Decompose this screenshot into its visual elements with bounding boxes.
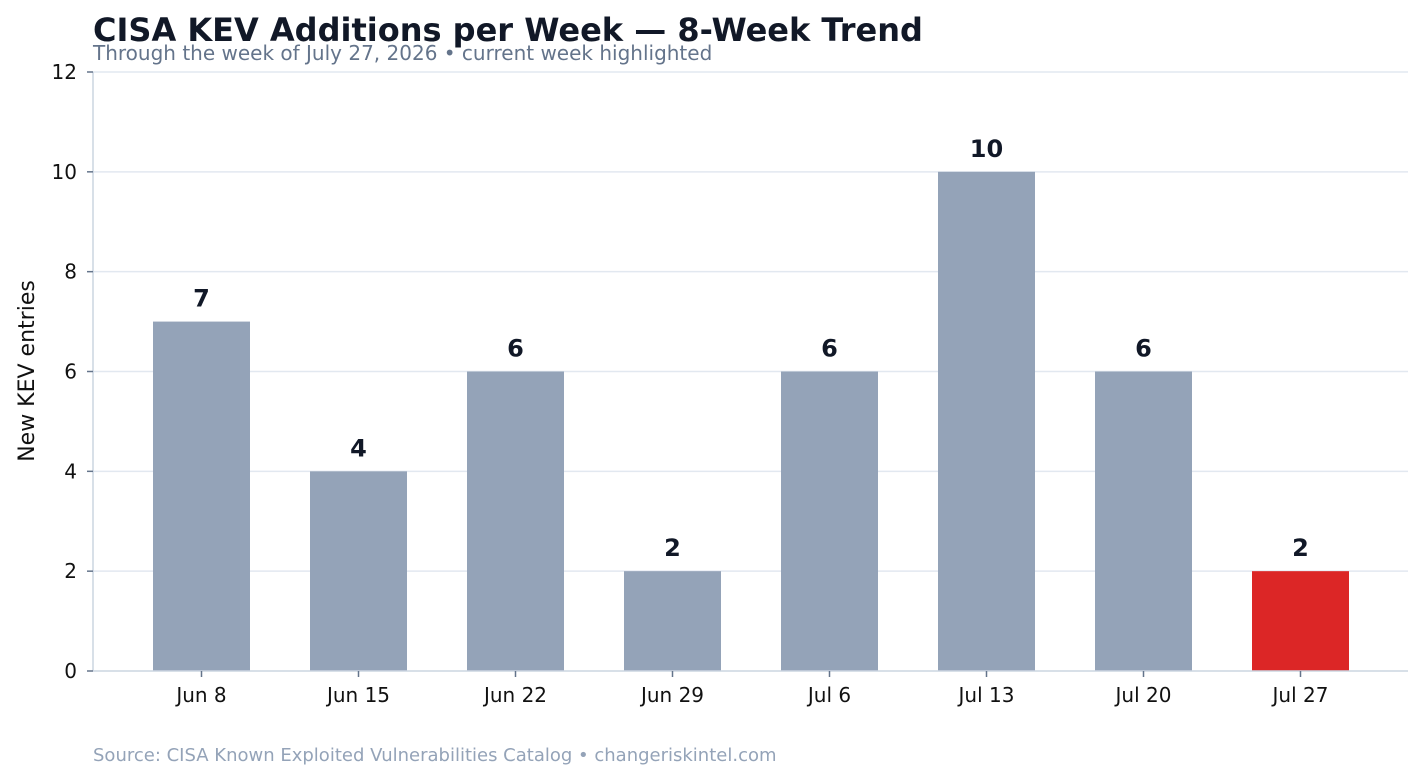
bar-value-label: 7 (193, 285, 210, 313)
chart-title: CISA KEV Additions per Week — 8-Week Tre… (93, 11, 923, 49)
bar (153, 321, 250, 671)
bar-value-label: 2 (1292, 534, 1309, 562)
y-tick-label: 0 (64, 659, 77, 683)
bar (467, 371, 564, 671)
y-axis-label: New KEV entries (15, 280, 40, 462)
bar (1095, 371, 1192, 671)
bar-value-label: 10 (970, 135, 1003, 163)
y-tick-label: 2 (64, 559, 77, 583)
y-tick-label: 6 (64, 360, 77, 384)
y-tick-label: 4 (64, 459, 77, 483)
bar-series (153, 171, 1349, 672)
bar-current-week (1252, 571, 1349, 671)
x-tick-label: Jul 13 (957, 683, 1015, 707)
x-tick-label: Jul 20 (1114, 683, 1172, 707)
y-tick-label: 8 (64, 260, 77, 284)
bar-value-labels: 7 4 6 2 6 10 6 2 (193, 135, 1309, 562)
x-tick-label: Jun 8 (174, 683, 226, 707)
bar-value-label: 4 (350, 434, 367, 462)
y-tick-label: 10 (52, 160, 77, 184)
x-axis-ticks: Jun 8 Jun 15 Jun 22 Jun 29 Jul 6 Jul 13 Jul 20… (174, 671, 1328, 707)
bar (938, 171, 1035, 672)
bar (310, 471, 407, 671)
x-tick-label: Jul 6 (806, 683, 851, 707)
bar (624, 571, 721, 671)
x-tick-label: Jun 15 (325, 683, 390, 707)
bar-value-label: 6 (821, 335, 838, 363)
bar-value-label: 6 (1135, 335, 1152, 363)
y-axis-ticks: 0 2 4 6 8 10 12 (52, 60, 93, 683)
x-tick-label: Jun 29 (639, 683, 704, 707)
x-tick-label: Jun 22 (482, 683, 547, 707)
bar (781, 371, 878, 671)
bar-value-label: 2 (664, 534, 681, 562)
bar-value-label: 6 (507, 335, 524, 363)
y-tick-label: 12 (52, 60, 77, 84)
chart-subtitle: Through the week of July 27, 2026 • curr… (92, 41, 712, 65)
x-tick-label: Jul 27 (1271, 683, 1329, 707)
source-footnote: Source: CISA Known Exploited Vulnerabili… (93, 745, 777, 766)
y-gridlines (93, 71, 1408, 572)
